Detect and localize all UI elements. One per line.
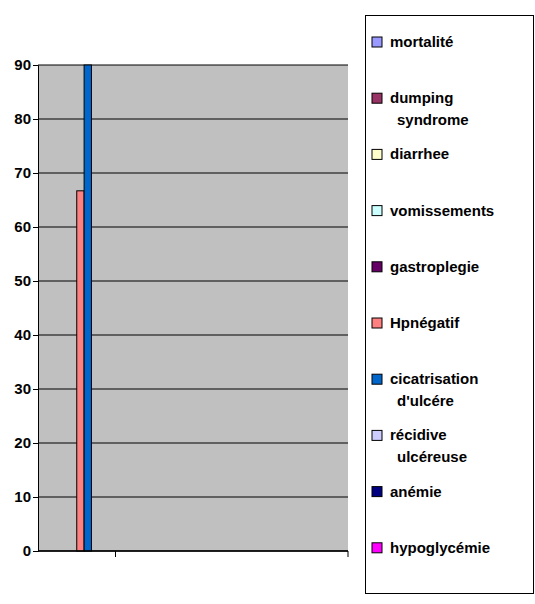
y-tick-mark — [33, 119, 38, 120]
legend-box — [366, 16, 534, 594]
y-tick-label: 30 — [14, 380, 31, 397]
y-tick: 20 — [14, 434, 38, 451]
legend-label: dumpingsyndrome — [390, 89, 469, 128]
legend-label: diarrhee — [390, 145, 449, 162]
x-tick-mark — [348, 551, 349, 557]
legend-label: hypoglycémie — [390, 539, 490, 556]
y-tick-mark — [33, 173, 38, 174]
legend-label: vomissements — [390, 202, 494, 219]
y-axis-line — [33, 66, 39, 552]
y-tick-mark — [33, 443, 38, 444]
bar — [77, 191, 84, 551]
y-tick-mark — [33, 389, 38, 390]
y-axis: 0 10 20 30 40 50 60 70 80 90 — [14, 56, 38, 559]
chart: 0 10 20 30 40 50 60 70 80 90 mortalité dumpingsyndr… — [0, 0, 535, 604]
legend-label: récidiveulcéreuse — [390, 426, 467, 465]
y-tick-label: 50 — [14, 272, 31, 289]
plot-area — [38, 65, 348, 551]
y-tick-label: 80 — [14, 110, 31, 127]
y-tick-mark — [33, 227, 38, 228]
legend-swatch — [372, 93, 382, 103]
bars — [77, 65, 92, 551]
grid — [38, 65, 348, 551]
y-tick-label: 0 — [23, 542, 31, 559]
legend-swatch — [372, 318, 382, 328]
bar — [84, 65, 91, 551]
y-tick: 50 — [14, 272, 38, 289]
legend-swatch — [372, 206, 382, 216]
legend-swatch — [372, 262, 382, 272]
y-tick: 40 — [14, 326, 38, 343]
y-tick: 30 — [14, 380, 38, 397]
legend-label: gastroplegie — [390, 258, 479, 275]
y-tick-label: 20 — [14, 434, 31, 451]
y-tick-label: 60 — [14, 218, 31, 235]
legend: mortalité dumpingsyndrome diarrhee vomissem… — [366, 16, 534, 594]
legend-swatch — [372, 543, 382, 553]
legend-label: cicatrisationd'ulcére — [390, 370, 478, 409]
y-tick: 80 — [14, 110, 38, 127]
legend-label: mortalité — [390, 33, 453, 50]
x-tick-mark — [115, 551, 116, 557]
legend-swatch — [372, 374, 382, 384]
legend-swatch — [372, 37, 382, 47]
legend-label: Hpnégatif — [390, 314, 460, 331]
y-tick-mark — [33, 335, 38, 336]
y-tick-label: 40 — [14, 326, 31, 343]
x-ticks — [116, 551, 349, 557]
y-tick-mark — [33, 281, 38, 282]
legend-swatch — [372, 487, 382, 497]
y-tick: 0 — [23, 542, 38, 559]
y-tick: 70 — [14, 164, 38, 181]
y-tick-label: 10 — [14, 488, 31, 505]
y-tick-label: 70 — [14, 164, 31, 181]
y-tick: 60 — [14, 218, 38, 235]
y-tick-mark — [33, 497, 38, 498]
legend-swatch — [372, 430, 382, 440]
y-tick-mark — [33, 65, 38, 66]
legend-swatch — [372, 149, 382, 159]
y-tick: 10 — [14, 488, 38, 505]
legend-label: anémie — [390, 483, 442, 500]
y-tick: 90 — [14, 56, 38, 73]
x-axis-line — [38, 550, 348, 552]
grid-line — [38, 551, 348, 552]
y-tick-label: 90 — [14, 56, 31, 73]
y-tick-mark — [33, 551, 38, 552]
